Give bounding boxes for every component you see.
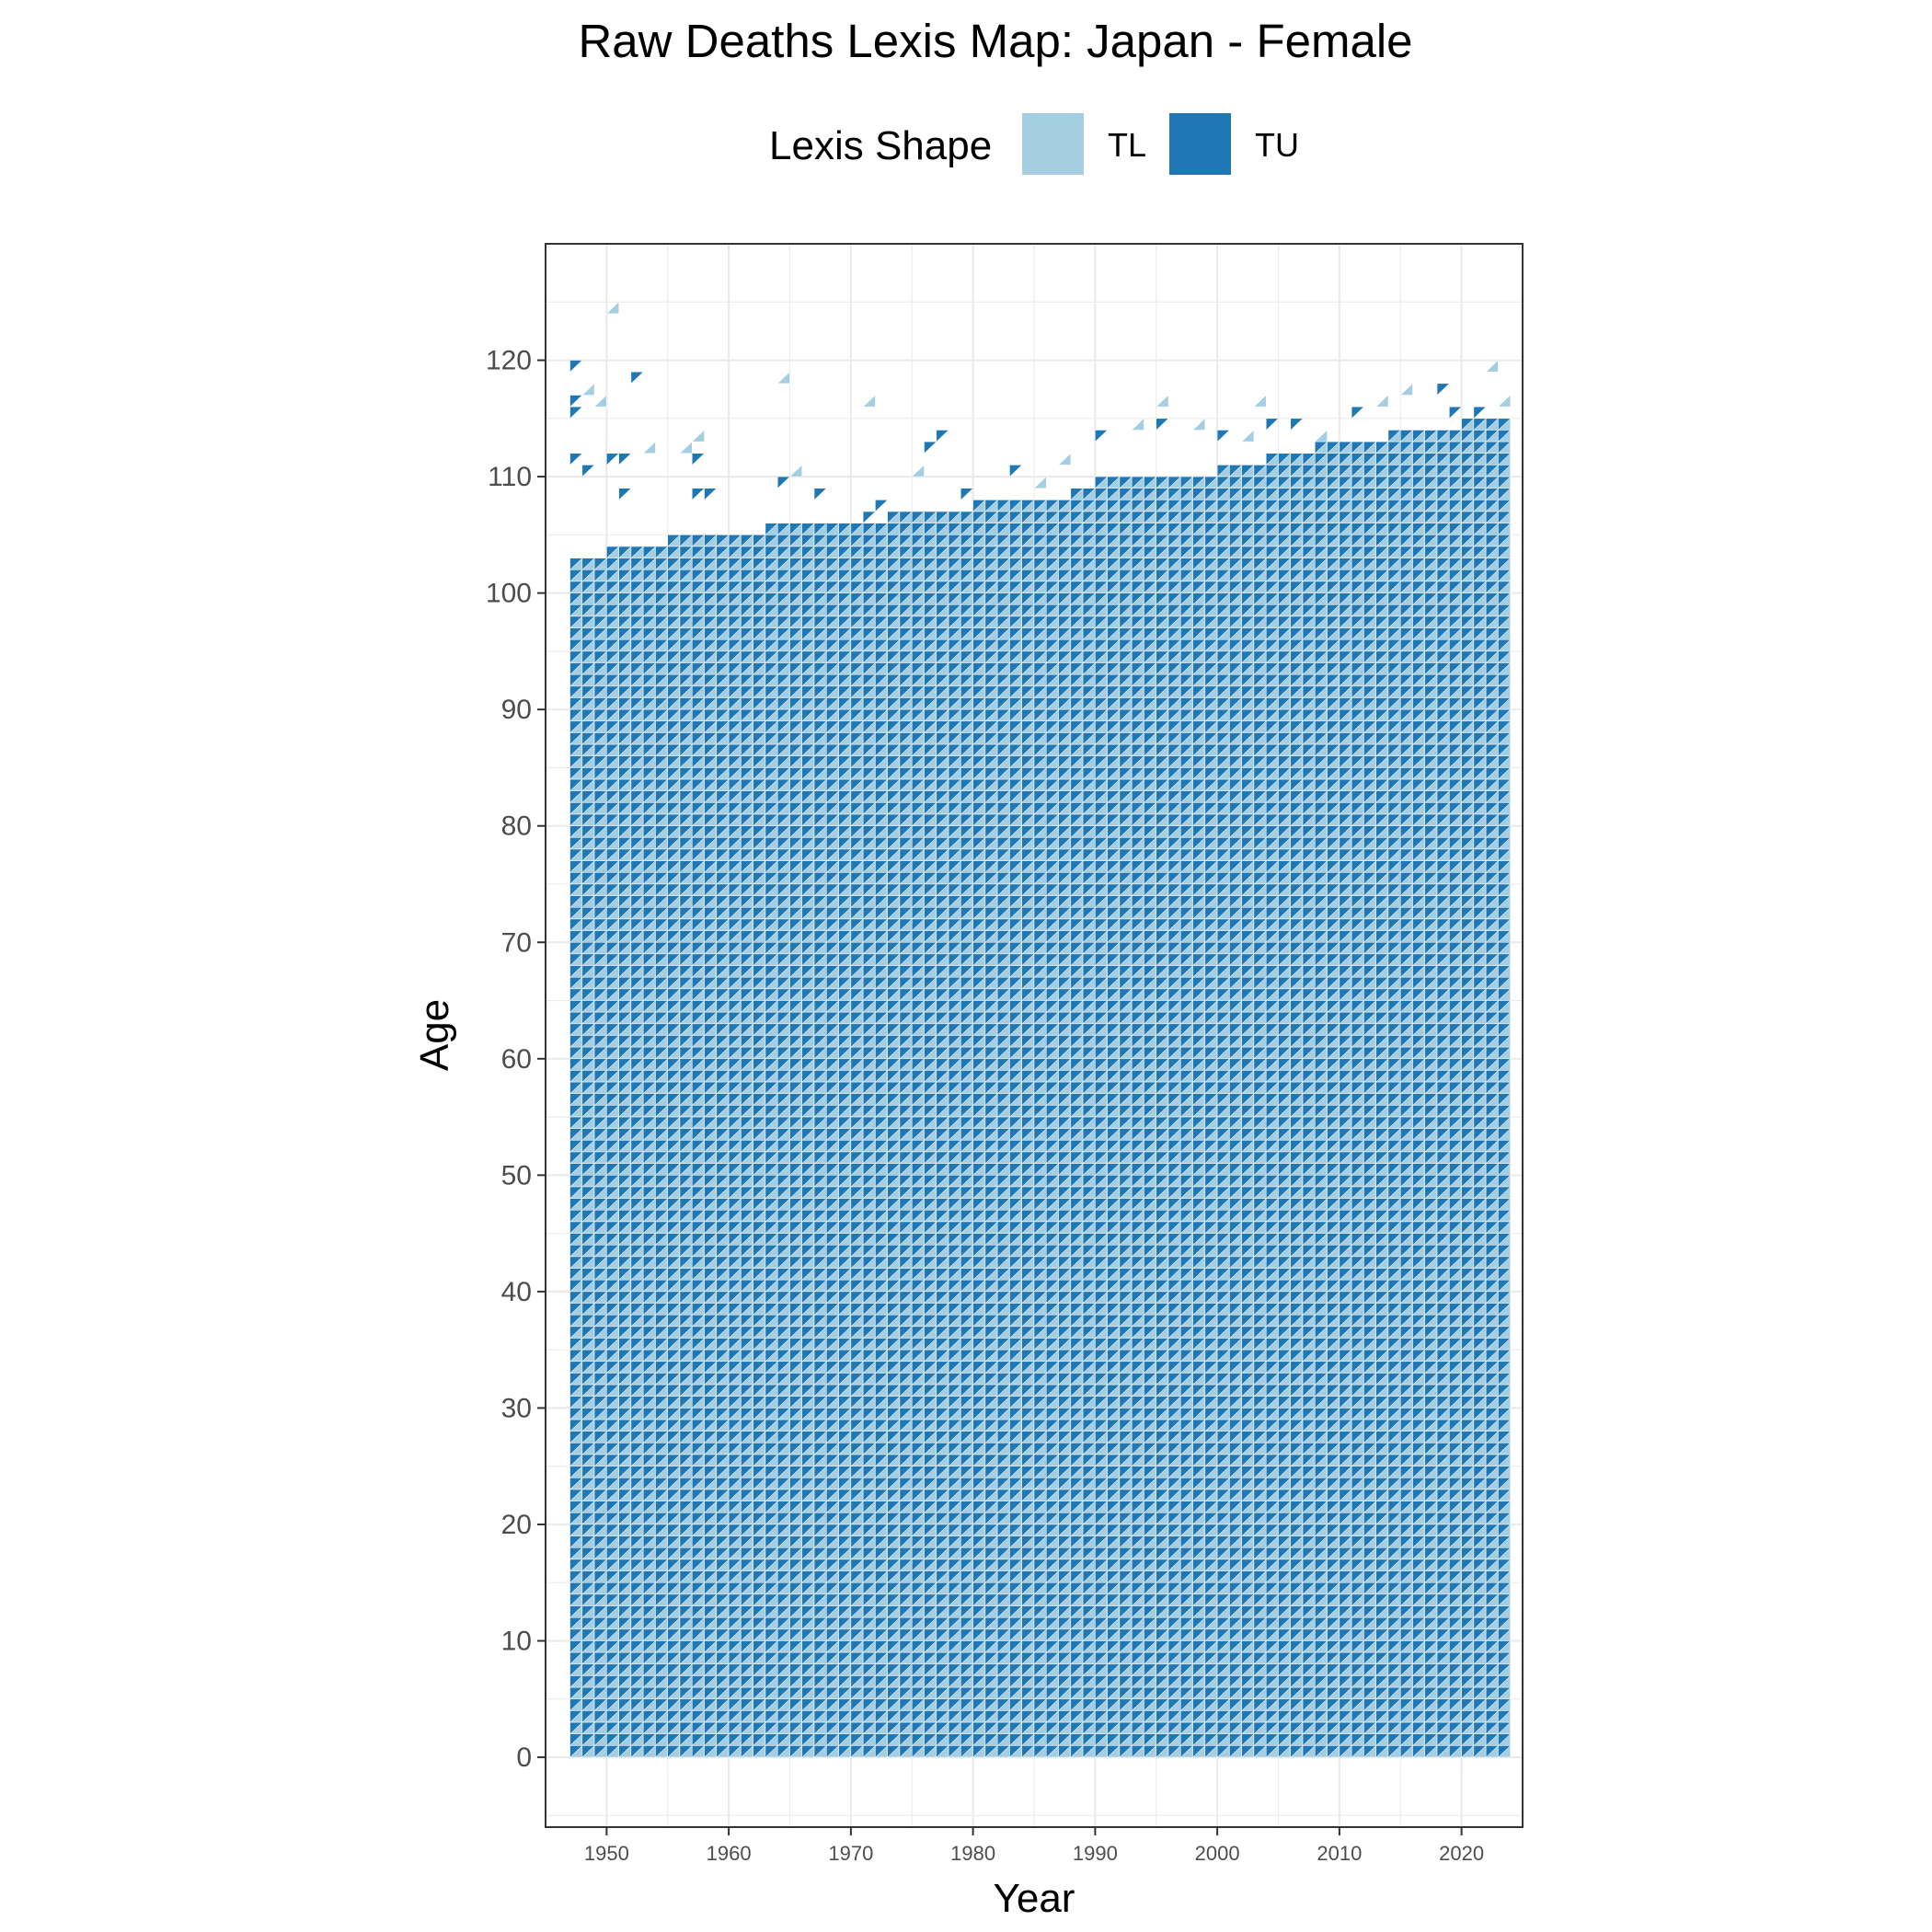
legend: Lexis Shape TL TU: [769, 113, 1299, 175]
x-axis-title: Year: [994, 1876, 1075, 1921]
x-tick-label: 2000: [1195, 1842, 1240, 1865]
y-tick-label: 0: [516, 1742, 532, 1773]
y-tick-label: 20: [501, 1510, 532, 1540]
y-tick-label: 40: [501, 1277, 532, 1307]
x-tick-label: 1960: [707, 1842, 752, 1865]
legend-swatch-tl: [1022, 113, 1084, 175]
legend-swatch-tu: [1169, 113, 1231, 175]
y-tick-label: 80: [501, 811, 532, 842]
lexis-cells: [569, 301, 1512, 1758]
y-tick-label: 120: [486, 346, 532, 376]
y-axis-title: Age: [412, 999, 457, 1071]
y-tick-label: 100: [486, 579, 532, 609]
y-tick-label: 110: [488, 462, 532, 492]
legend-label-tl: TL: [1108, 126, 1146, 164]
x-axis: 1950 1960 1970 1980 1990 2000 2010 2020: [584, 1827, 1484, 1865]
y-tick-label: 70: [501, 927, 532, 958]
y-tick-label: 10: [501, 1627, 532, 1657]
y-tick-label: 30: [501, 1393, 532, 1423]
y-axis: 0 10 20 30 40 50 60 70 80 90 100 110 120: [486, 346, 546, 1773]
chart-title: Raw Deaths Lexis Map: Japan - Female: [578, 15, 1412, 67]
y-tick-label: 60: [501, 1044, 532, 1075]
y-tick-label: 90: [501, 695, 532, 725]
lexis-triangles-tu: [569, 360, 1512, 1758]
legend-label-tu: TU: [1255, 126, 1299, 164]
x-tick-label: 2020: [1439, 1842, 1484, 1865]
y-tick-label: 50: [501, 1160, 532, 1190]
x-tick-label: 1970: [828, 1842, 873, 1865]
legend-title: Lexis Shape: [769, 123, 992, 168]
x-tick-label: 1950: [584, 1842, 629, 1865]
plot-border: [545, 243, 1524, 1828]
x-tick-label: 1980: [950, 1842, 995, 1865]
x-tick-label: 1990: [1073, 1842, 1118, 1865]
x-tick-label: 2010: [1317, 1842, 1362, 1865]
